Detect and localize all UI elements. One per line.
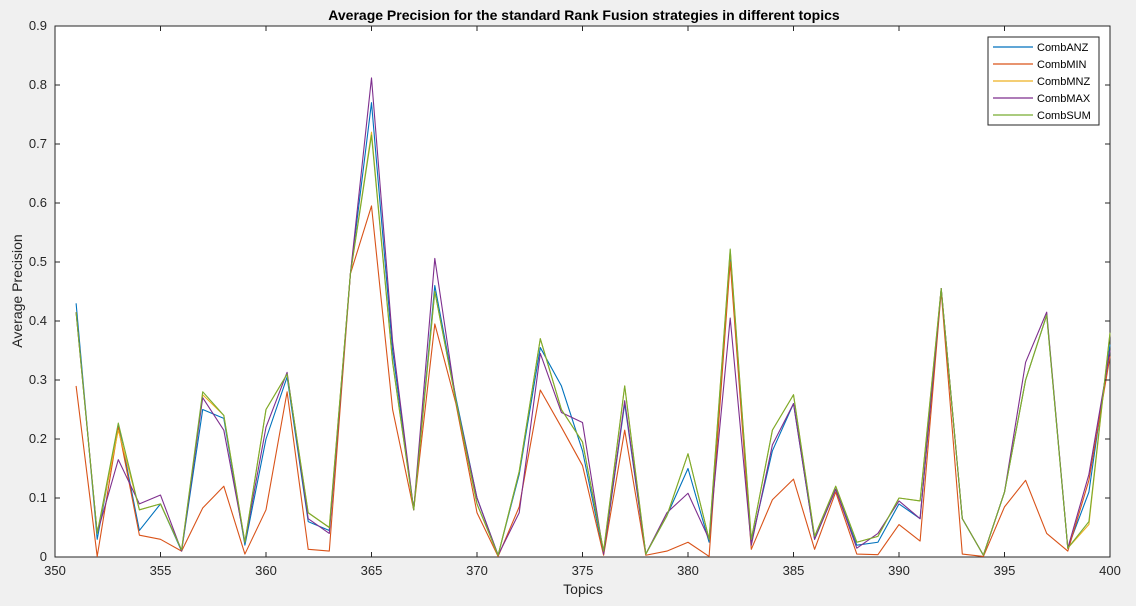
- y-tick-label: 0.1: [29, 490, 47, 505]
- y-axis-title: Average Precision: [9, 234, 25, 347]
- y-tick-label: 0.7: [29, 136, 47, 151]
- plot-area: [54, 25, 1111, 558]
- series-line-combmin: [75, 205, 1111, 557]
- y-tick-label: 0.4: [29, 313, 47, 328]
- y-tick-label: 0.3: [29, 372, 47, 387]
- legend: CombANZ CombMIN CombMNZ CombMAX CombSUM: [987, 36, 1100, 126]
- x-tick-label: 390: [888, 563, 910, 578]
- legend-label-combmax: CombMAX: [1037, 93, 1091, 105]
- y-tick-label: 0.6: [29, 195, 47, 210]
- series-line-combsum: [75, 134, 1111, 556]
- x-tick-label: 360: [255, 563, 277, 578]
- legend-label-combmin: CombMIN: [1037, 59, 1087, 71]
- x-tick-label: 355: [150, 563, 172, 578]
- x-tick-label: 395: [994, 563, 1016, 578]
- legend-label-combmnz: CombMNZ: [1037, 76, 1090, 88]
- chart-title: Average Precision for the standard Rank …: [328, 7, 840, 23]
- tick-layer: 350 355 360 365 370 375 380 385 390 395 400 0 0.1 0.2…: [29, 18, 1121, 578]
- y-tick-label: 0.9: [29, 18, 47, 33]
- y-tick-label: 0.2: [29, 431, 47, 446]
- x-tick-label: 400: [1099, 563, 1121, 578]
- y-tick-label: 0: [40, 549, 47, 564]
- legend-label-combanz: CombANZ: [1037, 42, 1089, 54]
- x-tick-label: 365: [361, 563, 383, 578]
- series-layer: [75, 77, 1111, 557]
- x-tick-label: 370: [466, 563, 488, 578]
- x-tick-label: 380: [677, 563, 699, 578]
- y-tick-label: 0.5: [29, 254, 47, 269]
- x-axis-title: Topics: [563, 581, 603, 597]
- legend-label-combsum: CombSUM: [1037, 110, 1091, 122]
- x-tick-label: 375: [572, 563, 594, 578]
- y-tick-label: 0.8: [29, 77, 47, 92]
- legend-items: CombANZ CombMIN CombMNZ CombMAX CombSUM: [993, 42, 1091, 122]
- x-tick-label: 385: [783, 563, 805, 578]
- x-tick-label: 350: [44, 563, 66, 578]
